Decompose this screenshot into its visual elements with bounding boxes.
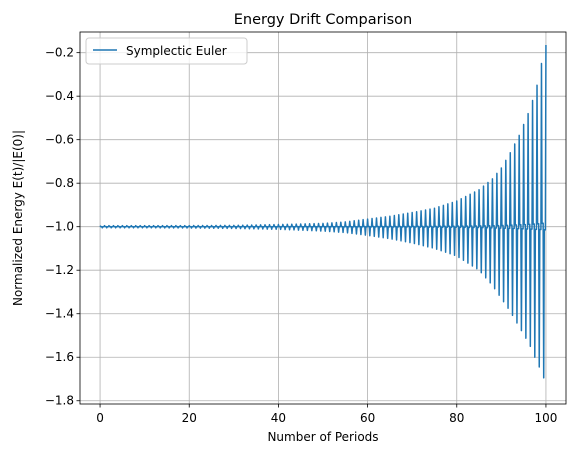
x-tick-label: 40: [271, 411, 286, 425]
axes-frame: [79, 31, 567, 405]
x-tick-label: 60: [360, 411, 375, 425]
y-tick-label: −0.8: [45, 176, 74, 190]
legend-box: [85, 37, 248, 65]
y-tick-label: −1.2: [45, 263, 74, 277]
x-tick-label: 20: [182, 411, 197, 425]
chart-title: Energy Drift Comparison: [234, 12, 413, 28]
y-tick-label: −0.6: [45, 133, 74, 147]
legend: Symplectic Euler: [85, 37, 248, 65]
y-tick-label: −1.4: [45, 307, 74, 321]
plot-area: [99, 45, 547, 379]
y-tick-label: −1.0: [45, 220, 74, 234]
y-tick-label: −1.8: [45, 394, 74, 408]
y-tick-label: −1.6: [45, 350, 74, 364]
y-tick-label: −0.4: [45, 89, 74, 103]
y-tick-label: −0.2: [45, 46, 74, 60]
x-axis-title: Number of Periods: [267, 430, 378, 444]
y-axis-title: Normalized Energy E(t)/|E(0)|: [11, 130, 25, 306]
x-tick-label: 80: [449, 411, 464, 425]
ticks: 0 20 40 60 80 100 −1.8 −1.6 −1.4 −1.2 −1.0 −0.8 −0.6…: [45, 46, 558, 425]
legend-label-symplectic-euler: Symplectic Euler: [126, 44, 227, 58]
x-tick-label: 0: [96, 411, 104, 425]
series-line-symplectic-euler: [99, 45, 547, 379]
x-tick-label: 100: [534, 411, 557, 425]
